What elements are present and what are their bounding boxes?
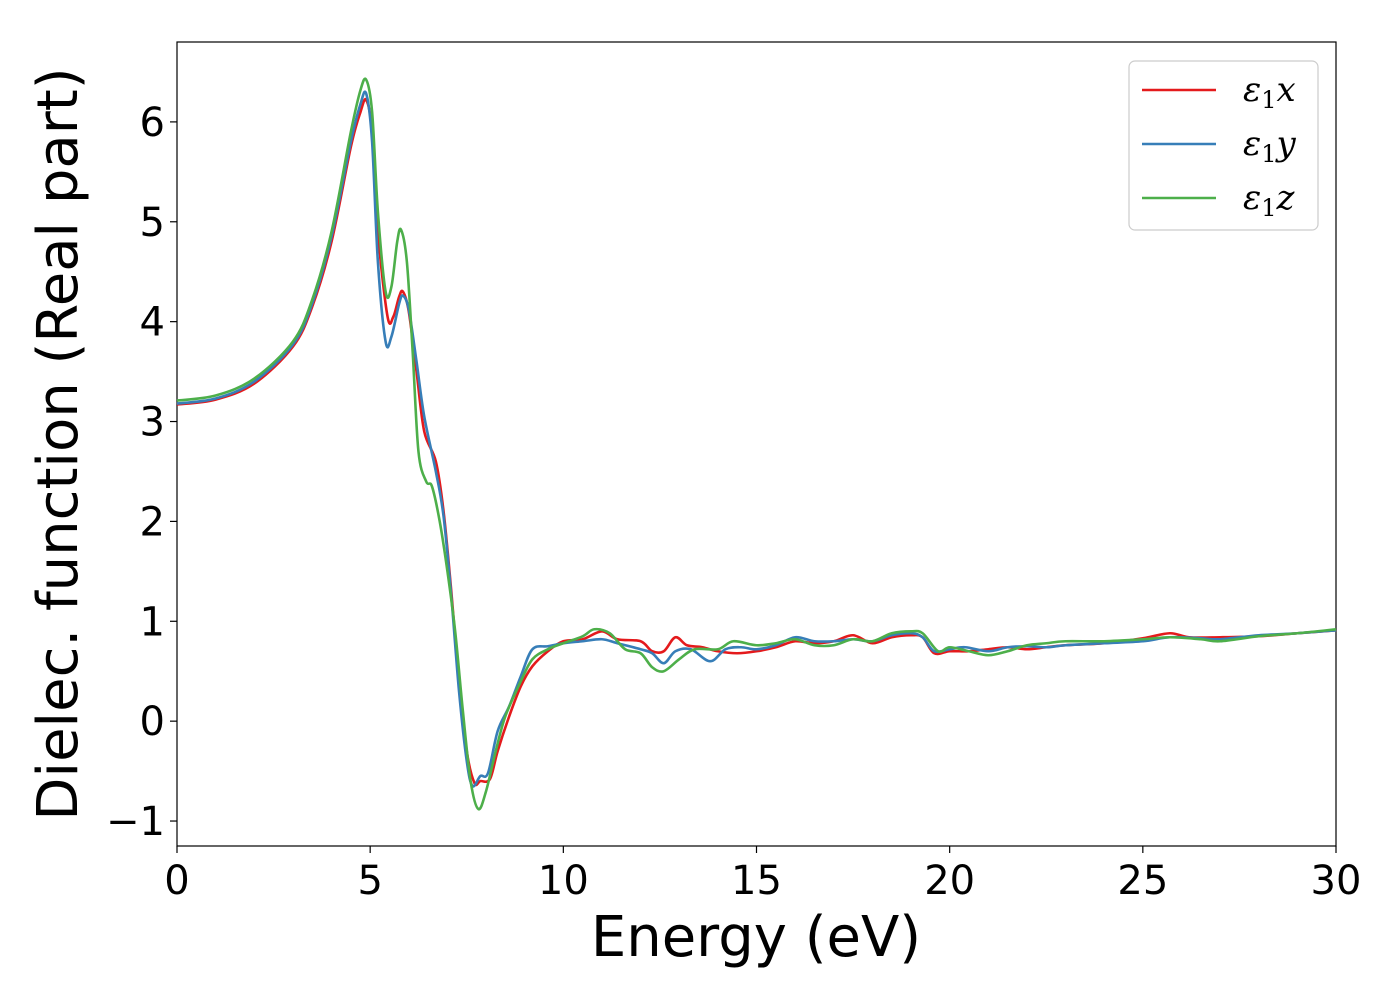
y-axis-label: Dielec. function (Real part) — [26, 67, 91, 820]
y-tick-label: 0 — [140, 699, 165, 745]
x-axis: 0 5 10 15 20 25 30 — [164, 846, 1361, 904]
series-line-2 — [176, 77, 1337, 811]
y-tick-label: −1 — [106, 799, 165, 845]
y-tick-label: 2 — [140, 499, 165, 545]
legend-label-0: ε1x — [1243, 70, 1296, 114]
y-tick-label: 4 — [140, 300, 165, 346]
x-tick-label: 30 — [1311, 858, 1362, 904]
x-tick-label: 10 — [538, 858, 589, 904]
y-tick-label: 1 — [140, 599, 165, 645]
x-tick-label: 20 — [924, 858, 975, 904]
y-tick-label: 5 — [140, 200, 165, 246]
x-axis-label: Energy (eV) — [591, 905, 921, 970]
x-tick-label: 0 — [164, 858, 189, 904]
series-layer — [176, 77, 1337, 811]
legend-label-1: ε1y — [1243, 124, 1297, 168]
y-axis: −1 0 1 2 3 4 5 6 — [106, 100, 177, 845]
y-tick-label: 6 — [140, 100, 165, 146]
legend-label-2: ε1z — [1243, 178, 1296, 222]
y-tick-label: 3 — [140, 400, 165, 446]
x-tick-label: 15 — [731, 858, 782, 904]
series-line-1 — [176, 90, 1337, 788]
legend: ε1x ε1y ε1z — [1128, 60, 1319, 231]
legend-frame — [1128, 60, 1319, 231]
x-tick-label: 5 — [357, 858, 382, 904]
x-tick-label: 25 — [1117, 858, 1168, 904]
